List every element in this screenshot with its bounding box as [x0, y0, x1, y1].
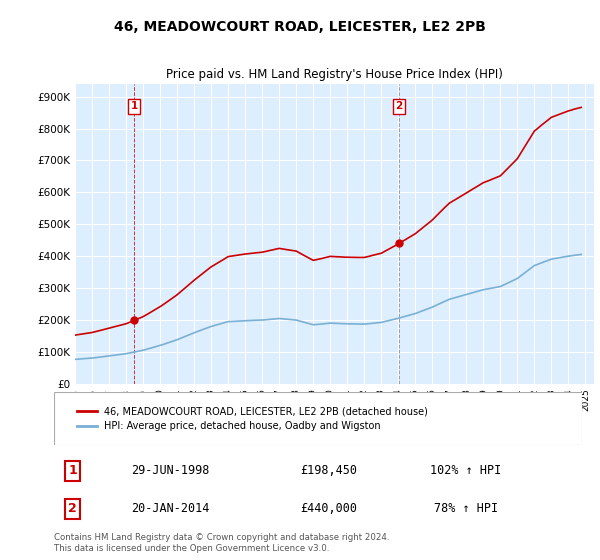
Title: Price paid vs. HM Land Registry's House Price Index (HPI): Price paid vs. HM Land Registry's House …	[166, 68, 503, 81]
Text: £440,000: £440,000	[300, 502, 357, 515]
Text: 2: 2	[395, 101, 403, 111]
Text: 46, MEADOWCOURT ROAD, LEICESTER, LE2 2PB: 46, MEADOWCOURT ROAD, LEICESTER, LE2 2PB	[114, 20, 486, 34]
Legend: 46, MEADOWCOURT ROAD, LEICESTER, LE2 2PB (detached house), HPI: Average price, d: 46, MEADOWCOURT ROAD, LEICESTER, LE2 2PB…	[70, 398, 436, 439]
Text: 1: 1	[131, 101, 138, 111]
Text: Contains HM Land Registry data © Crown copyright and database right 2024.
This d: Contains HM Land Registry data © Crown c…	[54, 533, 389, 553]
Text: £198,450: £198,450	[300, 464, 357, 477]
Text: 102% ↑ HPI: 102% ↑ HPI	[430, 464, 502, 477]
Text: 2: 2	[68, 502, 77, 515]
Text: 78% ↑ HPI: 78% ↑ HPI	[434, 502, 498, 515]
Text: 29-JUN-1998: 29-JUN-1998	[131, 464, 209, 477]
Text: 1: 1	[68, 464, 77, 477]
Text: 20-JAN-2014: 20-JAN-2014	[131, 502, 209, 515]
